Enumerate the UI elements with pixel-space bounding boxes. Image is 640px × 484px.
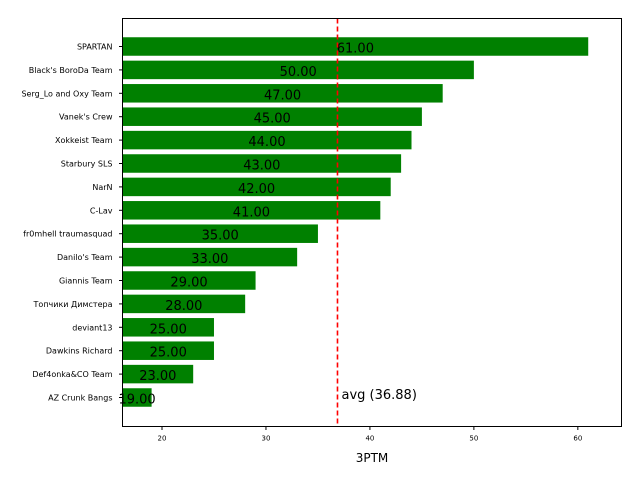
bar-value-label: 25.00 <box>150 346 187 361</box>
bar-value-label: 43.00 <box>243 159 280 174</box>
y-tick-label: Danilo's Team <box>57 253 113 262</box>
bar <box>122 364 194 384</box>
y-tick-label: Serg_Lo and Oxy Team <box>21 89 112 98</box>
bar <box>122 154 402 173</box>
bar-value-label: 23.00 <box>139 369 176 384</box>
x-tick-label: 50 <box>469 435 478 443</box>
y-tick-label: C-Lav <box>90 206 113 215</box>
bar-value-label: 42.00 <box>238 182 275 197</box>
bar <box>122 60 474 80</box>
bar-value-label: 41.00 <box>233 205 270 220</box>
y-tick-label: Vanek's Crew <box>59 113 113 122</box>
bar-value-label: 47.00 <box>264 88 301 103</box>
bar <box>122 294 246 314</box>
bar-value-label: 29.00 <box>170 276 207 291</box>
y-tick-label: AZ Crunk Bangs <box>48 394 112 403</box>
y-tick-label: fr0mhell traumasquad <box>23 230 112 239</box>
bar-value-label: 50.00 <box>280 65 317 80</box>
bar-value-label: 35.00 <box>202 229 239 244</box>
bar-value-label: 19.00 <box>118 393 155 408</box>
bar-value-label: 28.00 <box>165 299 202 314</box>
bar-value-label: 61.00 <box>337 42 374 57</box>
y-tick-label: Black's BoroDa Team <box>29 66 113 75</box>
y-axis: SPARTAN Black's BoroDa Team Serg_Lo and Ox… <box>21 43 123 403</box>
bar-value-label: 44.00 <box>248 135 285 150</box>
bar <box>122 318 214 337</box>
value-labels-layer: 61.00 50.00 47.00 45.00 44.00 43.00 42.00 41.00… <box>118 42 374 408</box>
bar <box>122 130 412 150</box>
x-tick-label: 60 <box>573 435 582 443</box>
x-tick-label: 30 <box>262 435 271 443</box>
bars-layer <box>122 37 589 407</box>
bar <box>122 201 381 220</box>
y-tick-label: deviant13 <box>72 323 112 332</box>
x-axis: 20 30 40 50 60 <box>158 426 582 443</box>
y-tick-label: Xokkeist Team <box>55 136 113 145</box>
y-tick-label: SPARTAN <box>77 43 113 52</box>
y-tick-label: NarN <box>92 183 112 192</box>
bar-value-label: 25.00 <box>150 322 187 337</box>
bar <box>122 107 422 126</box>
average-label: avg (36.88) <box>341 388 416 403</box>
bar <box>122 84 443 103</box>
bar <box>122 224 318 243</box>
x-tick-label: 20 <box>158 435 167 443</box>
y-tick-label: Giannis Team <box>59 277 113 286</box>
y-tick-label: Def4onka&CO Team <box>32 370 112 379</box>
x-axis-title: 3PTM <box>356 451 389 465</box>
y-tick-label: Dawkins Richard <box>46 347 113 356</box>
bar-value-label: 45.00 <box>254 112 291 127</box>
x-tick-label: 40 <box>365 435 374 443</box>
plot-area-frame <box>122 18 622 427</box>
bar <box>122 341 214 360</box>
bar-value-label: 33.00 <box>191 252 228 267</box>
y-tick-label: Топчики Димстера <box>33 300 113 309</box>
bar <box>122 177 391 197</box>
bar <box>122 247 298 267</box>
bar <box>122 271 256 290</box>
y-tick-label: Starbury SLS <box>61 160 113 169</box>
bar <box>122 388 152 407</box>
bar <box>122 37 589 56</box>
